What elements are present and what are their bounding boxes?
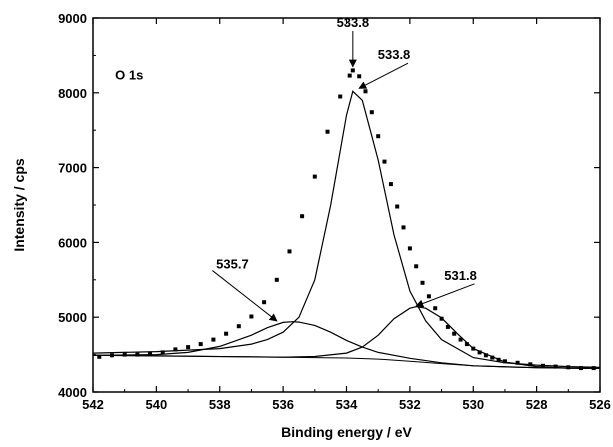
peak-label: 531.8 <box>444 268 477 283</box>
data-point <box>401 225 406 230</box>
data-point <box>439 316 444 321</box>
y-axis-ticks: 4000 5000 6000 7000 8000 9000 <box>58 11 600 400</box>
data-point <box>236 324 241 329</box>
data-point <box>148 351 152 356</box>
data-point <box>579 366 583 371</box>
x-axis-title: Binding energy / eV <box>281 424 412 440</box>
data-point <box>515 360 520 365</box>
data-point <box>433 306 438 311</box>
x-tick-label: 542 <box>82 397 104 412</box>
data-point <box>528 362 533 367</box>
data-point <box>591 366 596 371</box>
x-tick-label: 538 <box>209 397 231 412</box>
data-point <box>135 352 140 357</box>
x-tick-label: 530 <box>462 397 484 412</box>
data-point <box>388 182 393 187</box>
y-axis-title: Intensity / cps <box>11 158 27 252</box>
data-point <box>426 294 431 299</box>
data-point <box>553 364 558 369</box>
data-point <box>110 353 114 358</box>
data-point <box>186 345 191 350</box>
data-point <box>300 214 305 219</box>
x-tick-label: 528 <box>526 397 548 412</box>
fit-component-3 <box>92 306 601 369</box>
data-point <box>477 350 482 355</box>
y-tick-label: 8000 <box>58 86 87 101</box>
peak-label: 533.8 <box>378 47 411 62</box>
data-point <box>490 355 495 360</box>
y-tick-label: 6000 <box>58 235 87 250</box>
x-tick-label: 526 <box>589 397 611 412</box>
peak-arrow <box>415 283 475 308</box>
data-point <box>464 342 469 347</box>
data-point <box>274 277 279 282</box>
data-point <box>122 352 127 357</box>
peak-arrow <box>358 62 409 89</box>
fit-curves <box>92 90 601 369</box>
data-point <box>395 204 400 209</box>
x-tick-label: 536 <box>272 397 294 412</box>
data-point <box>363 89 368 94</box>
data-point <box>224 331 229 336</box>
data-point <box>407 246 412 251</box>
data-point <box>382 159 387 164</box>
y-tick-label: 4000 <box>58 385 87 400</box>
data-point <box>471 346 476 351</box>
fit-component-2 <box>92 321 601 369</box>
data-point <box>347 73 352 78</box>
y-tick-label: 5000 <box>58 310 87 325</box>
data-point <box>338 94 343 99</box>
data-point <box>376 134 381 139</box>
x-tick-label: 534 <box>336 397 358 412</box>
data-point <box>357 74 362 79</box>
data-point <box>445 324 450 329</box>
data-point <box>350 68 355 73</box>
baseline-curve <box>92 354 601 369</box>
plot-frame <box>92 17 601 393</box>
data-point <box>287 249 292 254</box>
data-point <box>312 174 317 179</box>
y-tick-label: 9000 <box>58 11 87 26</box>
y-tick-label: 7000 <box>58 161 87 176</box>
peak-arrow <box>212 270 278 322</box>
peak-annotations: 533.8 533.8 535.7 531.8 <box>212 15 477 322</box>
data-point <box>173 347 178 352</box>
data-point <box>211 337 216 342</box>
data-point <box>420 280 425 285</box>
data-point <box>452 331 457 336</box>
data-point <box>458 337 463 342</box>
x-axis-ticks: 542 540 538 536 534 532 530 528 526 <box>82 18 611 412</box>
data-point <box>502 359 507 364</box>
data-point <box>414 264 419 269</box>
data-point <box>262 300 267 305</box>
panel-label: O 1s <box>115 67 143 82</box>
data-point <box>496 357 501 362</box>
data-point <box>566 365 571 370</box>
data-point <box>541 363 545 368</box>
peak-label: 533.8 <box>337 15 370 30</box>
data-point <box>160 350 165 355</box>
peak-label: 535.7 <box>216 257 249 272</box>
data-point <box>249 314 254 319</box>
data-points <box>97 68 596 371</box>
x-tick-label: 540 <box>146 397 168 412</box>
fit-component-1 <box>92 90 601 368</box>
data-point <box>483 353 488 358</box>
data-point <box>369 110 374 115</box>
x-tick-label: 532 <box>399 397 421 412</box>
data-point <box>325 129 330 134</box>
data-point <box>97 354 102 359</box>
data-point <box>198 342 203 347</box>
